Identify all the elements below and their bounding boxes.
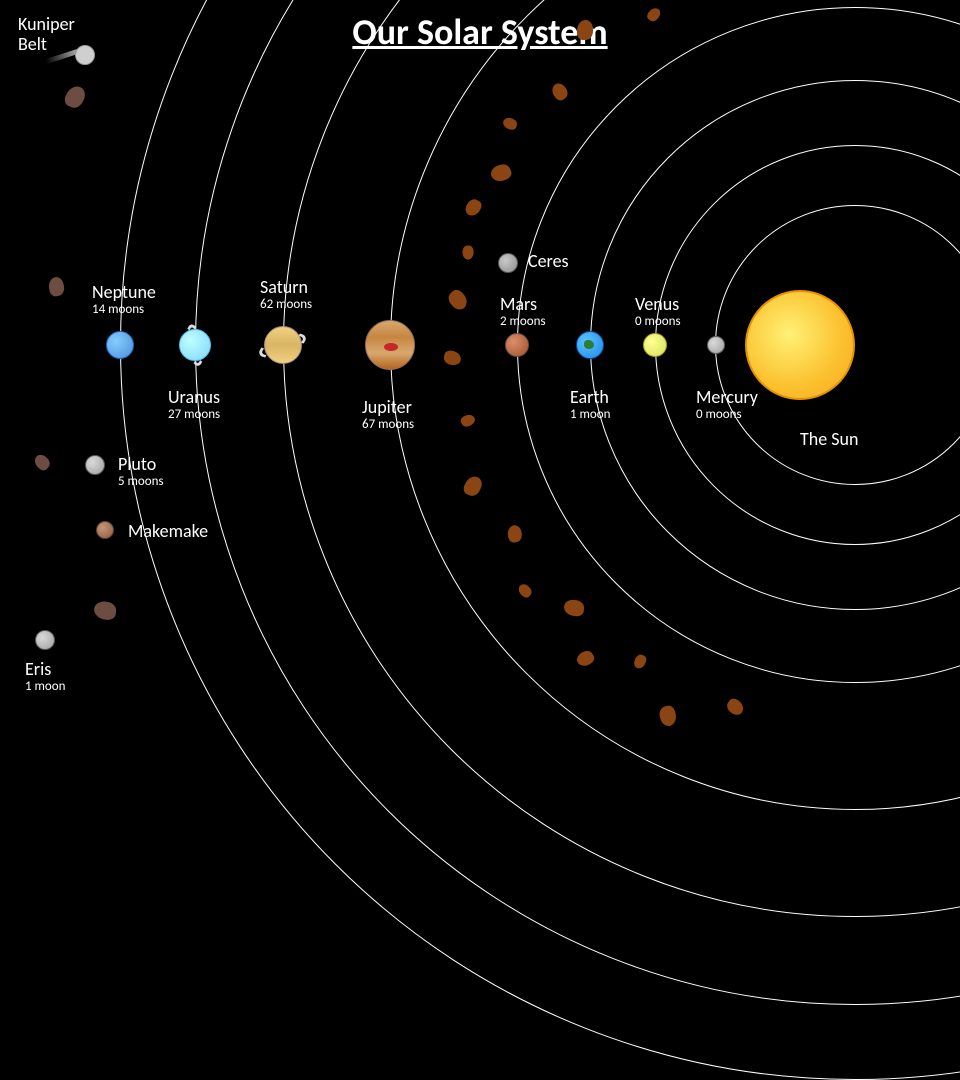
kuiper-belt-label: Kuniper Belt: [18, 15, 75, 55]
planet-uranus-label: Uranus27 moons: [168, 388, 220, 422]
planet-earth-label: Earth1 moon: [570, 388, 610, 422]
planet-neptune-icon: [106, 331, 134, 359]
dwarf-pluto-label: Pluto5 moons: [118, 455, 164, 489]
comet-head-icon: [75, 45, 95, 65]
orbit-ring: [120, 0, 960, 1080]
earth-land-icon: [584, 340, 594, 349]
dwarf-ceres-icon: [498, 253, 518, 273]
planet-mercury-label: Mercury0 moons: [696, 388, 758, 422]
planet-neptune-label: Neptune14 moons: [92, 283, 156, 317]
dwarf-makemake-label: Makemake: [128, 522, 208, 542]
asteroid-rock: [32, 452, 52, 472]
jupiter-spot-icon: [384, 343, 398, 351]
dwarf-pluto-icon: [85, 455, 105, 475]
dwarf-makemake-icon: [96, 521, 114, 539]
asteroid-rock: [577, 20, 593, 40]
dwarf-eris-label: Eris1 moon: [25, 660, 65, 694]
sun-label: The Sun: [800, 430, 858, 450]
planet-mercury-icon: [707, 336, 725, 354]
sun-icon: [745, 290, 855, 400]
asteroid-rock: [62, 83, 87, 110]
planet-venus-label: Venus0 moons: [635, 295, 681, 329]
planet-venus-icon: [643, 333, 667, 357]
planet-mars-icon: [505, 333, 529, 357]
planet-jupiter-label: Jupiter67 moons: [362, 398, 414, 432]
asteroid-rock: [93, 601, 116, 620]
dwarf-eris-icon: [35, 630, 55, 650]
planet-saturn-label: Saturn62 moons: [260, 278, 312, 312]
dwarf-ceres-label: Ceres: [528, 252, 569, 272]
asteroid-rock: [48, 276, 67, 298]
planet-mars-label: Mars2 moons: [500, 295, 546, 329]
